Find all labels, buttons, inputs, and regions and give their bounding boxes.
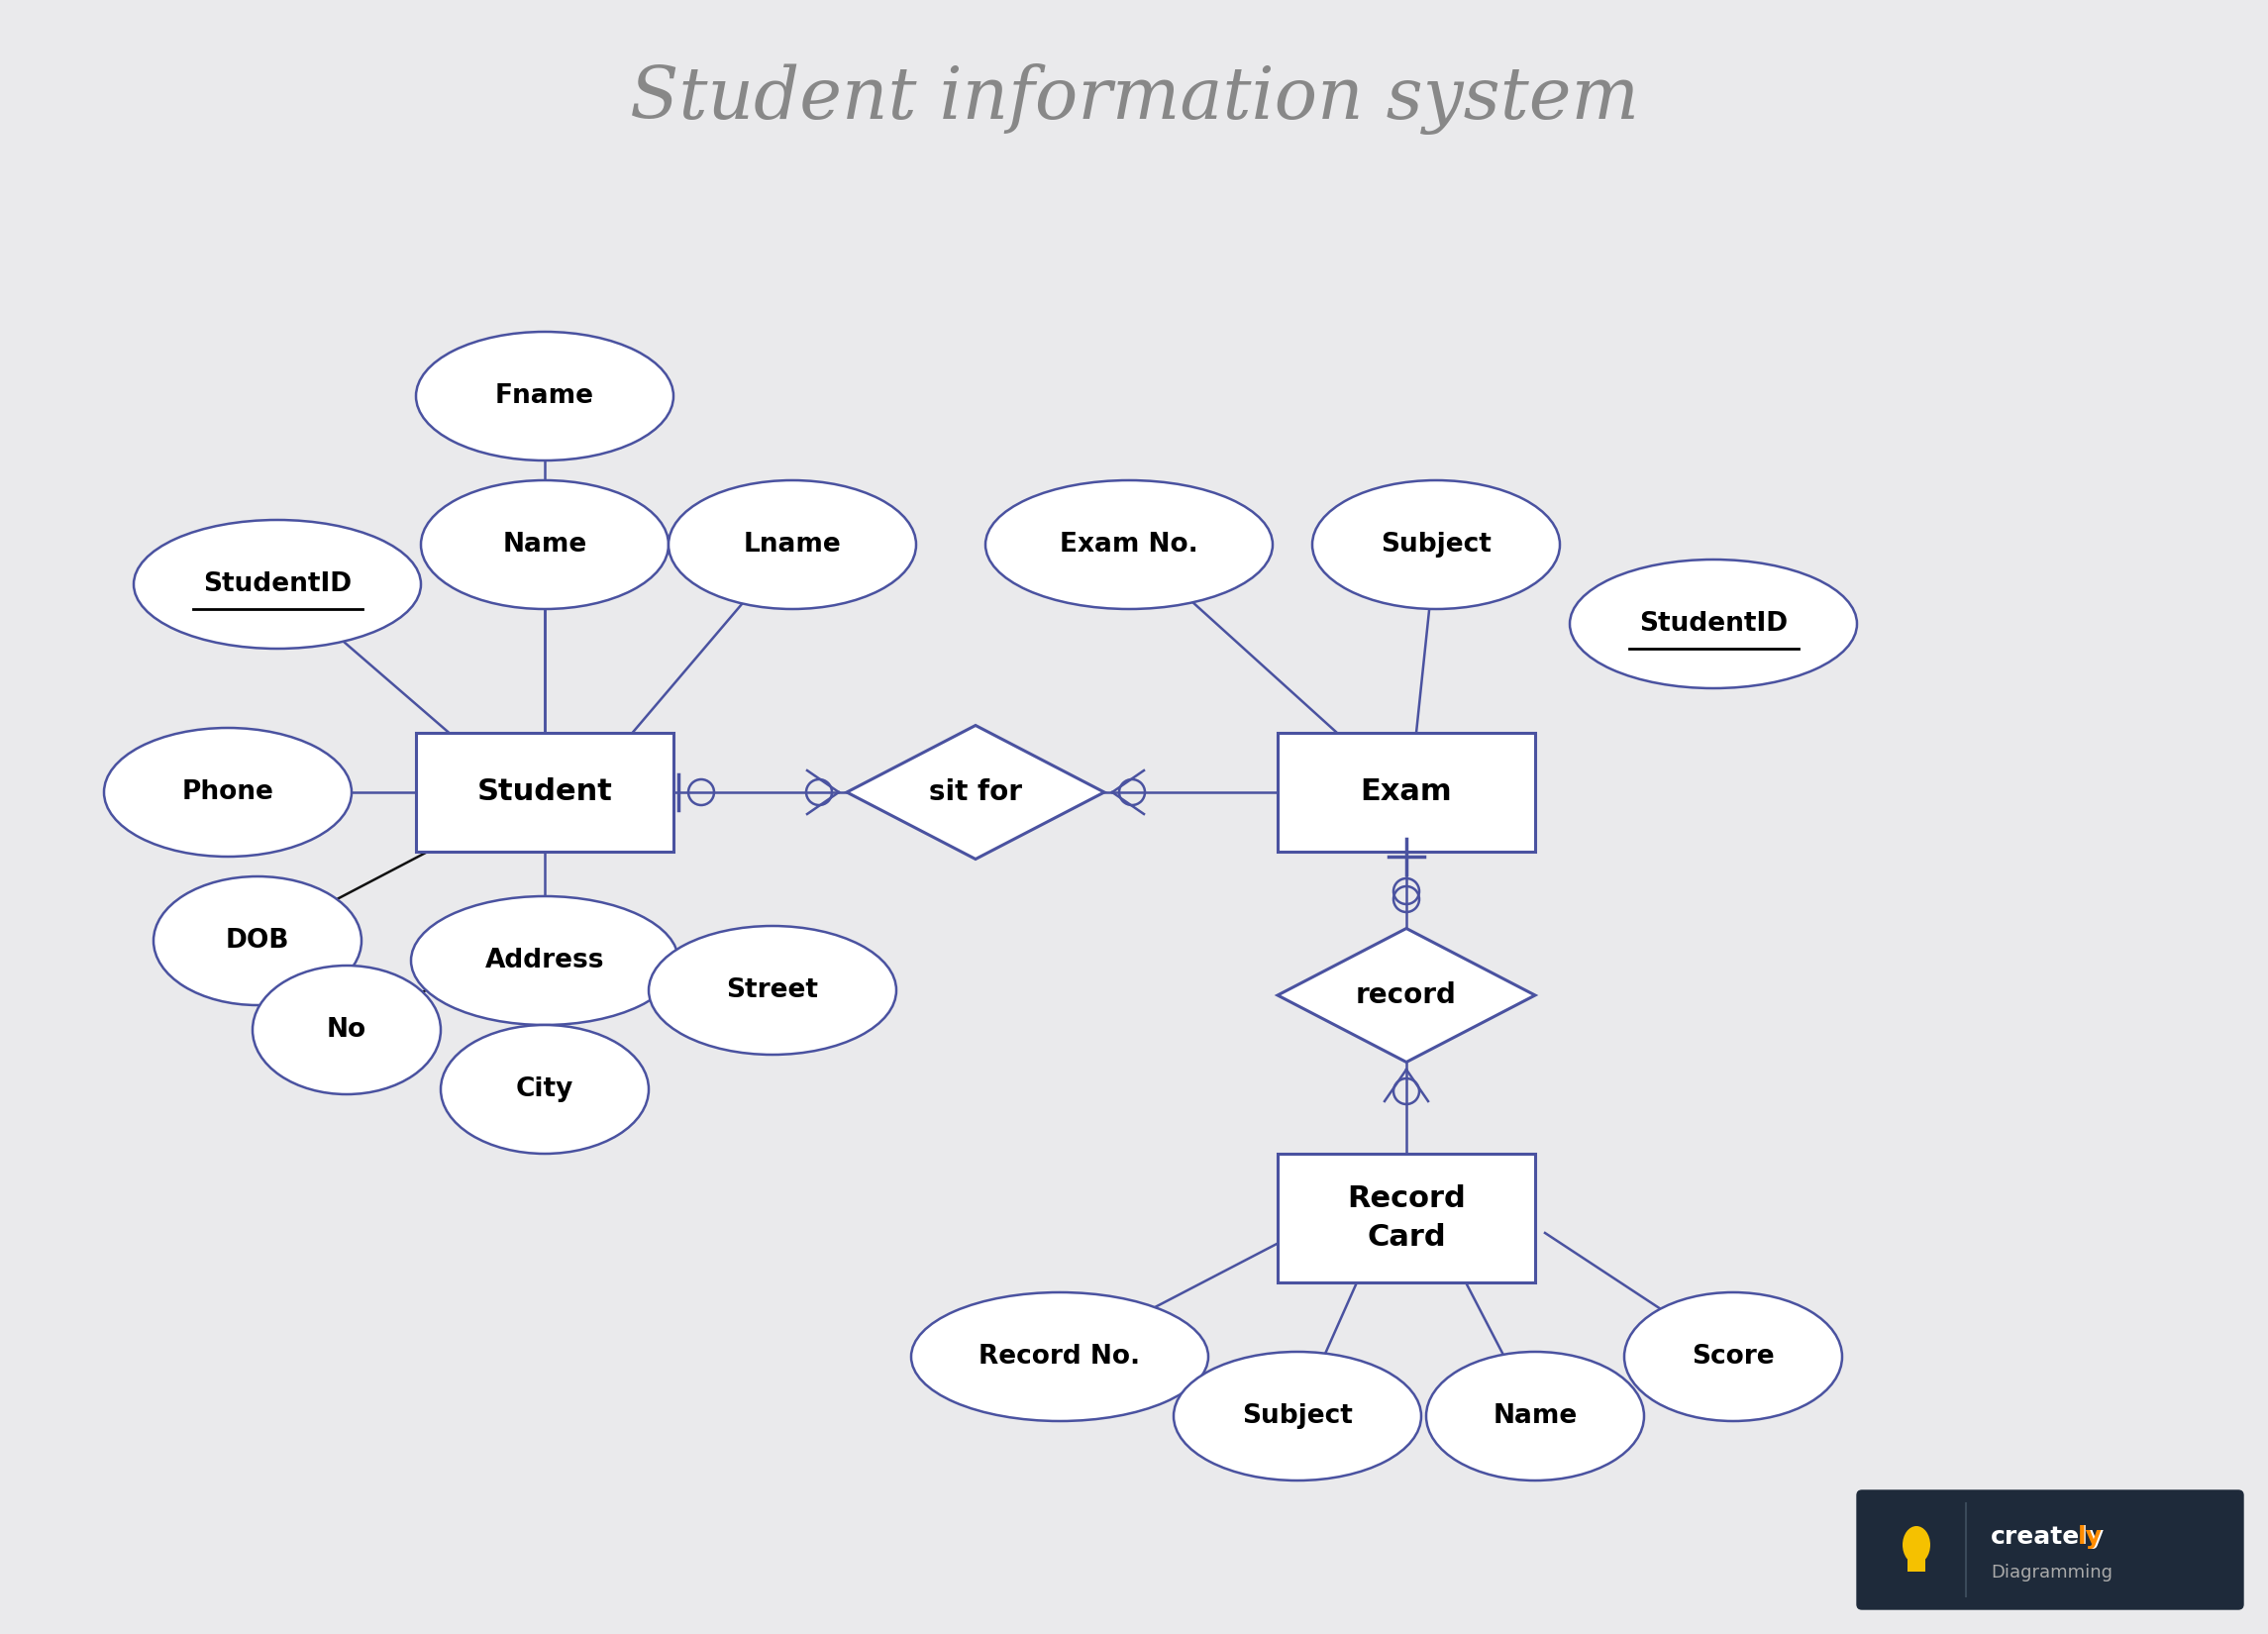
Text: ly: ly [2077,1525,2102,1549]
Text: Lname: Lname [744,531,841,557]
Text: Name: Name [503,531,587,557]
Text: Name: Name [1492,1404,1576,1430]
Text: StudentID: StudentID [1640,611,1787,637]
Ellipse shape [1624,1292,1842,1422]
Ellipse shape [1173,1351,1422,1480]
Bar [415,732,674,851]
Text: Student information system: Student information system [631,64,1637,134]
Text: Student: Student [476,778,612,807]
Bar [1277,1154,1535,1283]
Ellipse shape [984,480,1272,609]
Text: Address: Address [485,948,603,974]
Text: Subject: Subject [1243,1404,1352,1430]
Text: DOB: DOB [225,928,290,954]
Ellipse shape [1569,559,1857,688]
Ellipse shape [649,926,896,1054]
Text: Phone: Phone [181,779,274,806]
Text: Street: Street [726,977,819,1003]
Text: creately: creately [1991,1525,2105,1549]
Text: Diagramming: Diagramming [1991,1564,2112,1582]
Text: StudentID: StudentID [202,572,352,596]
Ellipse shape [154,876,361,1005]
Text: record: record [1356,982,1456,1010]
Ellipse shape [912,1292,1209,1422]
Polygon shape [846,725,1105,859]
Ellipse shape [669,480,916,609]
Bar [1907,1554,1926,1572]
Text: Record
Card: Record Card [1347,1185,1465,1252]
Ellipse shape [411,895,678,1025]
Bar [1277,732,1535,851]
Ellipse shape [415,332,674,461]
Ellipse shape [252,966,440,1095]
Ellipse shape [422,480,669,609]
Text: Fname: Fname [494,384,594,408]
Text: City: City [515,1077,574,1103]
Text: Record No.: Record No. [980,1343,1141,1369]
Ellipse shape [440,1025,649,1154]
Text: Subject: Subject [1381,531,1492,557]
FancyBboxPatch shape [1857,1490,2243,1609]
Text: Exam No.: Exam No. [1059,531,1198,557]
Polygon shape [1277,928,1535,1062]
Ellipse shape [1903,1526,1930,1564]
Text: No: No [327,1016,367,1042]
Text: Exam: Exam [1361,778,1452,807]
Ellipse shape [1313,480,1560,609]
Ellipse shape [1427,1351,1644,1480]
Ellipse shape [104,727,352,856]
Ellipse shape [134,520,422,649]
Text: Score: Score [1692,1343,1774,1369]
Text: sit for: sit for [930,778,1023,806]
